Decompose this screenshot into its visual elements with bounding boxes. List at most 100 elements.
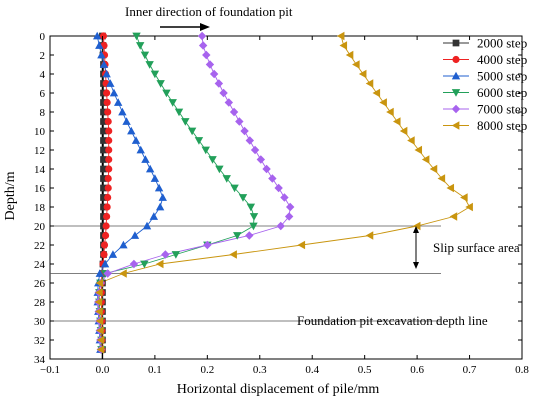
data-point	[149, 212, 159, 220]
series-lines	[96, 35, 471, 350]
y-tick-label: 16	[34, 183, 46, 195]
data-point	[103, 269, 112, 278]
data-point	[100, 175, 107, 182]
x-tick-label: 0.8	[515, 364, 529, 376]
data-point	[297, 240, 306, 250]
y-tick-label: 26	[34, 278, 46, 290]
data-point	[235, 117, 244, 126]
x-tick-label: 0.6	[410, 364, 424, 376]
data-point	[174, 108, 184, 117]
data-point	[104, 193, 112, 202]
data-point	[129, 259, 139, 269]
data-point	[198, 41, 208, 50]
data-point	[187, 127, 197, 136]
data-point	[399, 126, 408, 136]
data-point	[127, 126, 136, 135]
data-point	[140, 51, 150, 60]
data-point	[202, 50, 211, 60]
data-point	[130, 231, 140, 239]
data-point	[93, 31, 102, 40]
data-point	[392, 117, 401, 126]
data-point	[105, 155, 113, 164]
x-tick-label: 0.2	[200, 364, 214, 376]
data-point	[122, 117, 131, 125]
data-point	[205, 60, 215, 69]
data-point	[274, 183, 283, 193]
data-point	[203, 240, 212, 250]
data-point	[437, 174, 446, 183]
data-point	[104, 117, 112, 126]
data-point	[156, 80, 165, 88]
series-markers	[93, 31, 473, 354]
data-point	[262, 164, 271, 174]
data-point	[446, 183, 455, 193]
data-point	[95, 278, 104, 288]
data-point	[365, 231, 374, 240]
legend-marker	[452, 55, 460, 64]
data-point	[245, 136, 255, 145]
y-tick-label: 34	[34, 354, 46, 366]
data-point	[104, 174, 112, 183]
data-point	[161, 250, 170, 259]
x-tick-label: 0.1	[148, 364, 162, 376]
legend-label: 5000 step	[477, 69, 527, 84]
data-point	[209, 69, 219, 79]
data-point	[465, 202, 473, 212]
data-point	[230, 184, 239, 193]
y-tick-label: 32	[34, 335, 45, 347]
data-point	[100, 250, 108, 259]
data-point	[103, 203, 111, 211]
data-point	[140, 260, 149, 269]
data-point	[215, 165, 224, 174]
data-point	[407, 136, 415, 145]
series-line	[96, 35, 164, 350]
data-point	[100, 203, 107, 211]
data-point	[94, 297, 103, 307]
legend-label: 7000 step	[477, 102, 527, 117]
series-line	[98, 35, 255, 350]
data-point	[250, 145, 260, 155]
slip-area-annotation: Slip surface area	[433, 240, 520, 255]
data-point	[352, 60, 360, 69]
x-tick-label: 0.0	[96, 364, 110, 376]
data-point	[136, 42, 145, 50]
data-point	[336, 31, 345, 41]
data-point	[132, 32, 141, 41]
data-point	[256, 155, 266, 164]
excavation-line-annotation: Foundation pit excavation depth line	[297, 313, 488, 328]
reference-lines	[50, 225, 441, 322]
y-tick-label: 10	[34, 126, 46, 138]
legend-marker	[451, 104, 461, 114]
y-tick-label: 20	[34, 221, 46, 233]
y-tick-label: 6	[40, 88, 46, 100]
data-point	[240, 126, 249, 136]
legend-label: 4000 step	[477, 52, 527, 67]
data-point	[136, 145, 145, 154]
data-point	[154, 183, 164, 192]
y-tick-label: 30	[34, 316, 46, 328]
slip-area-bracket-icon	[413, 226, 419, 269]
data-point	[162, 89, 171, 98]
data-point	[113, 98, 123, 106]
y-tick-label: 22	[34, 240, 45, 252]
data-point	[150, 174, 160, 182]
data-point	[238, 194, 248, 202]
series-line	[101, 35, 104, 350]
data-point	[118, 107, 127, 116]
data-point	[268, 174, 277, 183]
inner-direction-arrow-icon	[160, 23, 210, 31]
data-point	[100, 156, 107, 163]
data-point	[245, 231, 254, 240]
data-point	[100, 127, 107, 135]
data-point	[285, 202, 295, 212]
data-point	[106, 79, 115, 87]
data-point	[100, 99, 107, 106]
data-point	[194, 137, 204, 145]
data-point	[233, 232, 242, 240]
y-tick-label: 18	[34, 202, 46, 214]
y-tick-label: 2	[40, 50, 46, 62]
y-tick-label: 14	[34, 164, 46, 176]
